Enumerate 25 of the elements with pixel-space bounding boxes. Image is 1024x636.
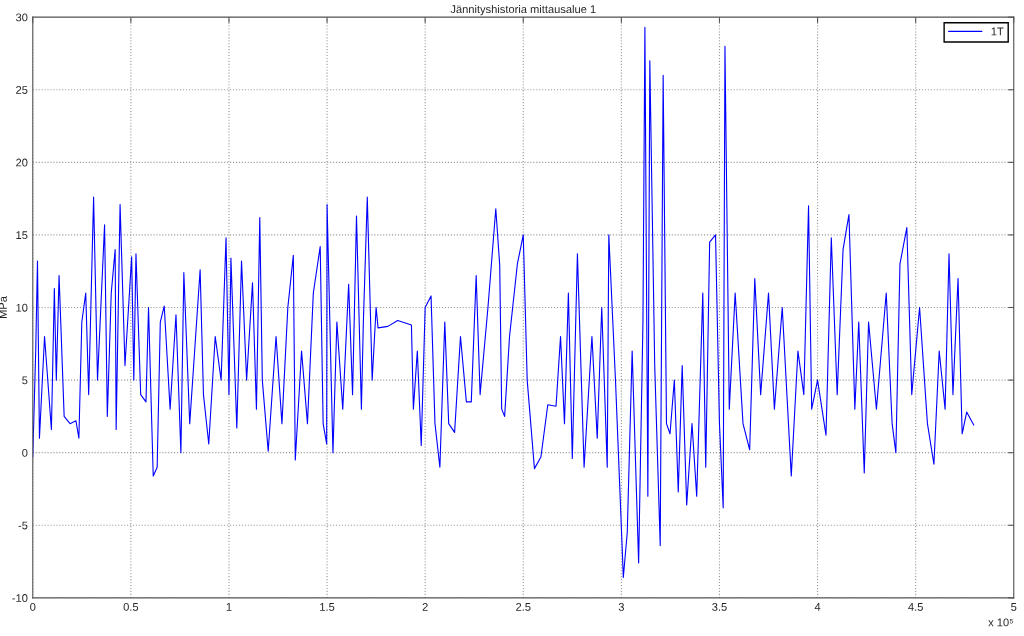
y-tick-label: -5 — [18, 521, 28, 530]
x-tick-label: 2 — [422, 602, 428, 611]
legend-label: 1T — [991, 27, 1004, 36]
y-tick-label: 30 — [15, 13, 28, 22]
x-tick-label: 1.5 — [320, 603, 335, 611]
y-axis-title: MPa — [0, 296, 7, 319]
x-tick-label: 4.5 — [908, 603, 923, 611]
x-tick-label: 3 — [618, 602, 624, 611]
x-tick-label: 5 — [1011, 603, 1017, 611]
y-tick-label: 15 — [16, 231, 28, 240]
y-tick-label: 20 — [16, 158, 28, 167]
x-tick-label: 2.5 — [516, 602, 531, 611]
line-series — [32, 26, 975, 579]
y-tick-label: 10 — [16, 303, 28, 312]
x-tick-label: 0.5 — [123, 602, 139, 611]
y-tick-label: 25 — [16, 86, 28, 94]
x-tick-label: 4 — [814, 603, 821, 611]
x-tick-label: 0 — [30, 602, 36, 611]
x-tick-label: 3.5 — [712, 602, 727, 611]
x-tick-label: 1 — [226, 603, 232, 611]
chart-title: Jännityshistoria mittausalue 1 — [450, 4, 596, 16]
y-tick-label: -10 — [12, 594, 28, 602]
y-tick-label: 0 — [22, 448, 28, 457]
y-tick-label: 5 — [22, 376, 28, 385]
text: x 10⁵ — [988, 618, 1014, 627]
